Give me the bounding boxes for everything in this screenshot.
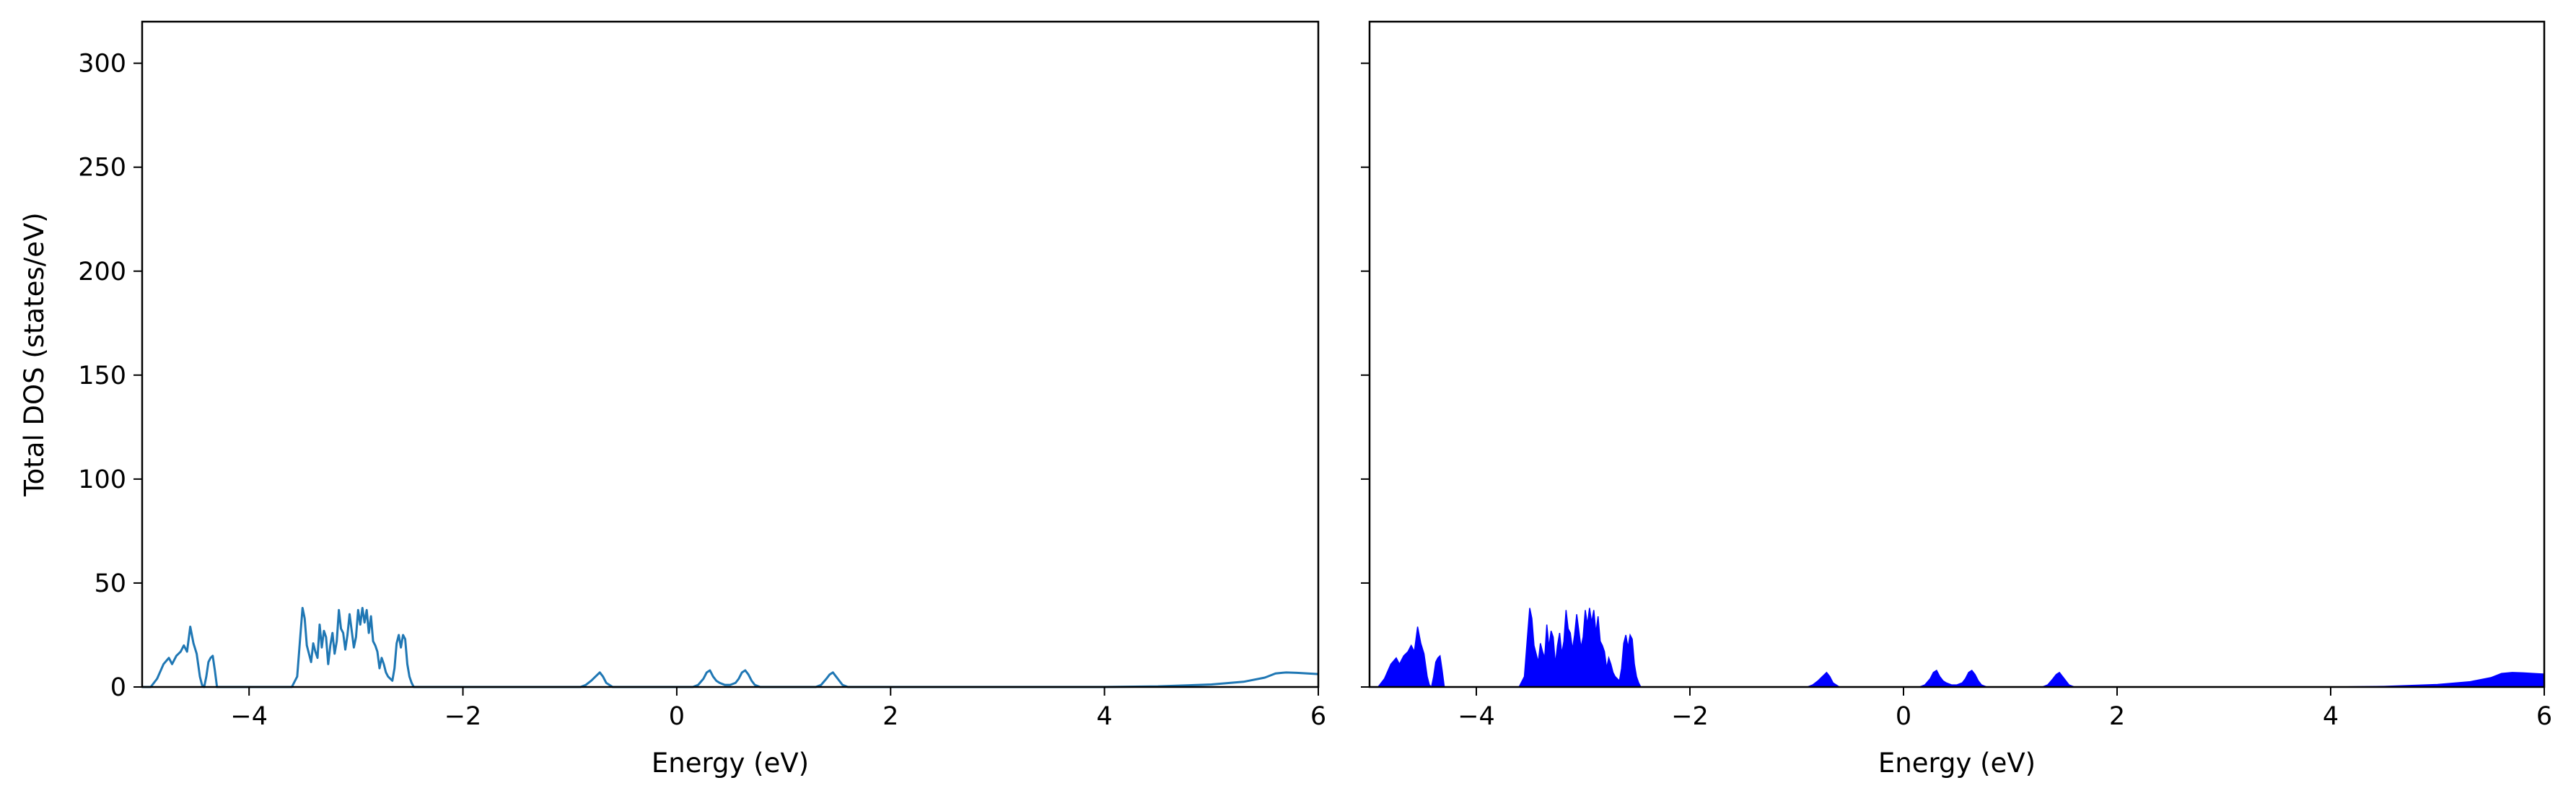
left-y-tick-label: 200 [78, 258, 126, 286]
right-x-tick-label: −2 [1671, 702, 1709, 731]
left-x-tick-label: 6 [1310, 702, 1326, 731]
left-x-tick-label: −2 [444, 702, 482, 731]
right-x-tick-label: −4 [1458, 702, 1495, 731]
left-x-tick-label: 0 [669, 702, 685, 731]
left-x-ticks: −4 −2 0 2 4 6 [230, 687, 1326, 731]
left-x-axis-label: Energy (eV) [652, 748, 809, 779]
right-x-axis-label: Energy (eV) [1878, 748, 2036, 779]
left-y-axis-label: Total DOS (states/eV) [19, 212, 50, 496]
left-y-tick-label: 300 [78, 50, 126, 79]
right-x-tick-label: 2 [2109, 702, 2125, 731]
left-y-tick-label: 100 [78, 465, 126, 494]
right-dos-panel: −4 −2 0 2 4 6 Energy (eV) [1361, 20, 2552, 779]
left-y-tick-label: 150 [78, 362, 126, 390]
right-y-ticks [1361, 62, 1370, 688]
left-y-ticks: 0 50 100 150 200 250 300 [78, 50, 142, 702]
left-y-tick-label: 0 [110, 673, 126, 702]
left-x-tick-label: 2 [882, 702, 898, 731]
right-axes-frame [1368, 20, 2546, 688]
right-x-tick-label: 6 [2536, 702, 2552, 731]
left-y-tick-label: 50 [94, 569, 126, 598]
left-axes-frame [141, 20, 1320, 688]
right-x-tick-label: 4 [2323, 702, 2339, 731]
right-x-ticks: −4 −2 0 2 4 6 [1458, 687, 2552, 731]
left-x-tick-label: −4 [230, 702, 268, 731]
left-y-tick-label: 250 [78, 154, 126, 183]
left-x-tick-label: 4 [1096, 702, 1112, 731]
right-x-tick-label: 0 [1896, 702, 1911, 731]
